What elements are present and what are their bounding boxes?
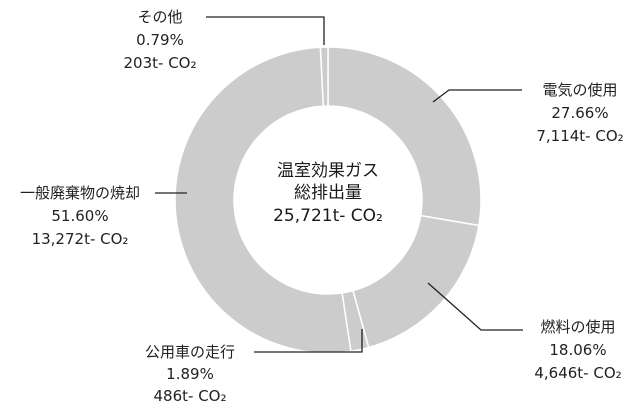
slice-label-other: その他 0.79% 203t- CO₂ (124, 8, 197, 72)
slice-amount: 13,272t- CO₂ (32, 230, 129, 248)
slice-amount: 486t- CO₂ (154, 387, 227, 405)
slice-name: 電気の使用 (542, 81, 617, 99)
center-label-line-3: 25,721t- CO₂ (273, 206, 383, 226)
slice-amount: 4,646t- CO₂ (534, 364, 621, 382)
slice-percent: 18.06% (549, 341, 606, 359)
leader-fuel (427, 282, 523, 331)
leader-vehicles (254, 329, 363, 353)
slice-label-electricity: 電気の使用 27.66% 7,114t- CO₂ (536, 81, 623, 145)
slice-percent: 1.89% (166, 365, 214, 383)
slice-amount: 203t- CO₂ (124, 54, 197, 72)
slice-percent: 27.66% (551, 104, 608, 122)
slice-name: 燃料の使用 (540, 318, 615, 336)
slice-electricity (327, 46, 482, 227)
slice-other (319, 46, 329, 107)
slice-name: 一般廃棄物の焼却 (20, 184, 140, 202)
slice-name: その他 (137, 8, 182, 26)
slice-percent: 0.79% (136, 31, 184, 49)
slice-amount: 7,114t- CO₂ (536, 127, 623, 145)
slice-label-waste-incineration: 一般廃棄物の焼却 51.60% 13,272t- CO₂ (20, 184, 140, 248)
slice-fuel (352, 214, 480, 349)
leader-lines (155, 16, 523, 353)
slice-percent: 51.60% (51, 207, 108, 225)
center-label-line-2: 総排出量 (294, 183, 362, 203)
slice-waste-incineration (174, 46, 352, 354)
leader-electricity (432, 89, 522, 103)
center-label-line-1: 温室効果ガス (277, 161, 379, 181)
slice-name: 公用車の走行 (145, 343, 235, 361)
slice-label-fuel: 燃料の使用 18.06% 4,646t- CO₂ (534, 318, 621, 382)
slice-label-vehicles: 公用車の走行 1.89% 486t- CO₂ (145, 343, 235, 405)
leader-other (206, 16, 325, 45)
